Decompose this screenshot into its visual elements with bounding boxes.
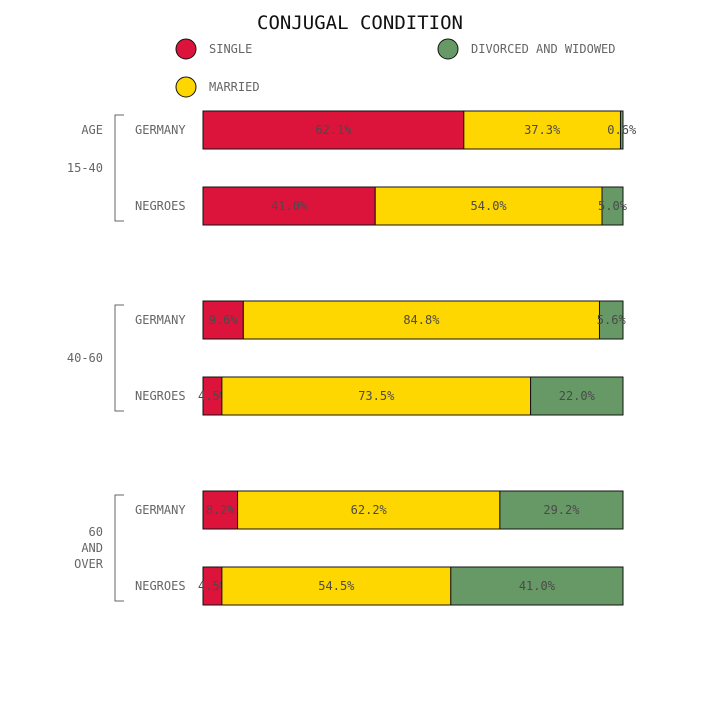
data-label-2-1-2: 41.0% (519, 579, 556, 593)
bar-segment-1-0-0 (202, 300, 244, 340)
data-label-2-0-0: 8.2% (206, 503, 236, 517)
bar-segment-0-0-1 (463, 110, 621, 150)
row-label: NEGROES (135, 579, 186, 593)
legend: SINGLE DIVORCED AND WIDOWED MARRIED (175, 38, 616, 98)
data-label-2-0-2: 29.2% (543, 503, 580, 517)
data-label-0-0-1: 37.3% (524, 123, 561, 137)
data-label-0-1-2: 5.0% (598, 199, 628, 213)
bar-segment-2-0-2 (499, 490, 624, 530)
data-label-0-1-0: 41.0% (271, 199, 308, 213)
bar-segment-1-0-1 (242, 300, 600, 340)
row-label: GERMANY (135, 123, 186, 137)
legend-label-0: SINGLE (209, 42, 252, 56)
data-label-2-1-0: 4.5% (198, 579, 228, 593)
group-label-2: 60 (89, 525, 103, 539)
legend-swatch-2 (437, 38, 459, 60)
row-label: NEGROES (135, 389, 186, 403)
chart-title: CONJUGAL CONDITION (257, 12, 463, 34)
row-label: GERMANY (135, 503, 186, 517)
bar-segment-1-0-2 (598, 300, 624, 340)
data-label-1-0-1: 84.8% (403, 313, 440, 327)
bar-segment-0-1-2 (601, 186, 624, 226)
data-label-1-0-2: 5.6% (597, 313, 627, 327)
legend-swatch-0 (175, 38, 197, 60)
axis-label: AGE (81, 123, 103, 137)
data-label-0-1-1: 54.0% (471, 199, 508, 213)
plot-area: 15-40 GERMANY 62.1% 37.3% 0.6% NEGROES 41.0% 54… (67, 110, 637, 606)
group-label-2: OVER (74, 557, 104, 571)
group-label-2: AND (81, 541, 103, 555)
bar-segment-1-1-2 (530, 376, 624, 416)
data-label-1-1-1: 73.5% (358, 389, 395, 403)
data-label-0-0-2: 0.6% (607, 123, 637, 137)
legend-label-2: DIVORCED AND WIDOWED (471, 42, 616, 56)
row-label: NEGROES (135, 199, 186, 213)
group-bracket-2 (114, 494, 124, 602)
group-label-0: 15-40 (67, 161, 103, 175)
data-label-1-1-0: 4.5% (198, 389, 228, 403)
group-bracket-1 (114, 304, 124, 412)
bar-segment-0-0-2 (619, 110, 624, 150)
data-label-1-1-2: 22.0% (559, 389, 596, 403)
bar-segment-2-0-1 (237, 490, 501, 530)
data-label-0-0-0: 62.1% (315, 123, 352, 137)
bar-segment-1-1-1 (221, 376, 532, 416)
legend-swatch-1 (175, 76, 197, 98)
group-label-1: 40-60 (67, 351, 103, 365)
data-label-2-0-1: 62.2% (351, 503, 388, 517)
data-label-2-1-1: 54.5% (318, 579, 355, 593)
group-bracket-0 (114, 114, 124, 222)
bar-segment-2-1-2 (450, 566, 624, 606)
bar-segment-0-0-0 (202, 110, 465, 150)
row-label: GERMANY (135, 313, 186, 327)
data-label-1-0-0: 9.6% (209, 313, 239, 327)
legend-label-1: MARRIED (209, 80, 260, 94)
